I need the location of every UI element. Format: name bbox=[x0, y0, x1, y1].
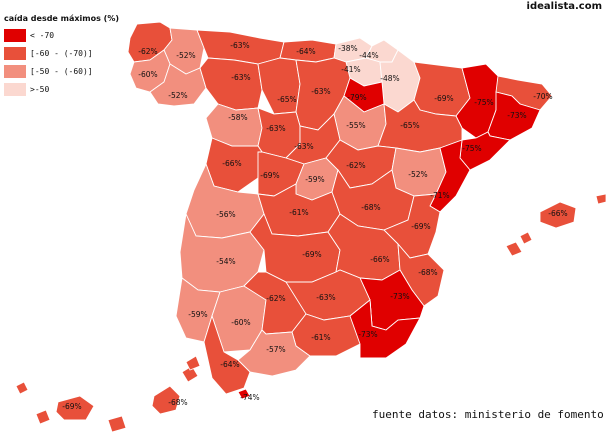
province-value-salamanca: -66% bbox=[222, 159, 241, 168]
legend-title: caída desde máximos (%) bbox=[4, 14, 119, 23]
province-value-huesca: -69% bbox=[434, 94, 453, 103]
province-value-girona: -70% bbox=[533, 92, 552, 101]
province-value-soria: -55% bbox=[346, 121, 365, 130]
island-shape bbox=[185, 355, 201, 371]
province-ceuta[interactable] bbox=[237, 388, 251, 400]
legend-label: [-60 - (-70)] bbox=[30, 48, 93, 58]
province-value-bizkaia: -38% bbox=[338, 44, 357, 53]
province-value-palencia: -65% bbox=[277, 95, 296, 104]
province-value-sevilla: -60% bbox=[231, 318, 250, 327]
province-value-zaragoza: -65% bbox=[400, 121, 419, 130]
province-value-ciudad-real: -69% bbox=[302, 250, 321, 259]
province-santa-cruz-de-tenerife[interactable] bbox=[55, 395, 95, 421]
legend-item: [-50 - (-60)] bbox=[4, 62, 119, 80]
province-value-valladolid: -63% bbox=[266, 124, 285, 133]
province-value-caceres: -56% bbox=[216, 210, 235, 219]
legend-item: >-50 bbox=[4, 80, 119, 98]
province-value-ourense: -52% bbox=[168, 91, 187, 100]
province-regions bbox=[15, 21, 607, 433]
province-illes-balears[interactable] bbox=[539, 201, 577, 229]
island-shape bbox=[35, 409, 51, 425]
province-value-madrid: -59% bbox=[305, 175, 324, 184]
province-value-murcia: -73% bbox=[390, 292, 409, 301]
province-value-cuenca: -68% bbox=[361, 203, 380, 212]
province-huesca[interactable] bbox=[413, 61, 471, 117]
province-value-pontevedra: -60% bbox=[138, 70, 157, 79]
province-value-jaen: -63% bbox=[316, 293, 335, 302]
province-las-palmas[interactable] bbox=[151, 385, 181, 415]
province-value-lugo: -52% bbox=[176, 51, 195, 60]
legend-label: [-50 - (-60)] bbox=[30, 66, 93, 76]
province-barcelona[interactable] bbox=[487, 91, 541, 141]
legend-label: >-50 bbox=[30, 84, 50, 94]
province-value-lleida: -75% bbox=[474, 98, 493, 107]
island-shape bbox=[595, 193, 607, 205]
province-value-castellon: -71% bbox=[430, 191, 449, 200]
legend-label: < -70 bbox=[30, 30, 55, 40]
legend-swatch bbox=[4, 82, 26, 96]
province-value-zamora: -58% bbox=[228, 113, 247, 122]
province-value-a-coruna: -62% bbox=[138, 47, 157, 56]
province-value-alicante: -68% bbox=[418, 268, 437, 277]
island-shape bbox=[519, 231, 533, 245]
island-shape bbox=[15, 381, 29, 395]
province-value-barcelona: -73% bbox=[507, 111, 526, 120]
province-value-valencia: -69% bbox=[411, 222, 430, 231]
legend-swatch bbox=[4, 64, 26, 78]
province-palencia[interactable] bbox=[257, 57, 301, 115]
legend-item: [-60 - (-70)] bbox=[4, 44, 119, 62]
island-shape bbox=[505, 241, 523, 257]
province-value-santa-cruz-de-tenerife: -69% bbox=[62, 402, 81, 411]
province-value-gipuzkoa: -44% bbox=[359, 51, 378, 60]
province-cadiz[interactable] bbox=[203, 314, 251, 395]
province-value-granada: -61% bbox=[311, 333, 330, 342]
province-value-avila: -69% bbox=[260, 171, 279, 180]
province-value-asturias: -63% bbox=[230, 41, 249, 50]
province-value-navarra: -48% bbox=[380, 74, 399, 83]
province-value-leon: -63% bbox=[231, 73, 250, 82]
island-shape bbox=[107, 415, 127, 433]
province-value-alava: -41% bbox=[341, 65, 360, 74]
province-value-toledo: -61% bbox=[289, 208, 308, 217]
province-value-segovia: -63% bbox=[294, 142, 313, 151]
province-value-cantabria: -64% bbox=[296, 47, 315, 56]
province-value-huelva: -59% bbox=[188, 310, 207, 319]
province-value-badajoz: -54% bbox=[216, 257, 235, 266]
legend: caída desde máximos (%) < -70 [-60 - (-7… bbox=[4, 14, 119, 98]
legend-item: < -70 bbox=[4, 26, 119, 44]
province-value-ceuta: -74% bbox=[240, 393, 259, 402]
province-value-malaga: -57% bbox=[266, 345, 285, 354]
province-value-albacete: -66% bbox=[370, 255, 389, 264]
legend-swatch bbox=[4, 46, 26, 60]
province-almeria[interactable] bbox=[349, 299, 421, 359]
source-note: fuente datos: ministerio de fomento bbox=[372, 408, 604, 421]
province-value-tarragona: -75% bbox=[462, 144, 481, 153]
province-value-almeria: -73% bbox=[358, 330, 377, 339]
province-value-las-palmas: -68% bbox=[168, 398, 187, 407]
province-value-cadiz: -64% bbox=[220, 360, 239, 369]
brand-logo-text: idealista.com bbox=[526, 1, 602, 12]
province-value-teruel: -52% bbox=[408, 170, 427, 179]
province-leon[interactable] bbox=[199, 57, 263, 111]
province-value-burgos: -63% bbox=[311, 87, 330, 96]
province-value-guadalajara: -62% bbox=[346, 161, 365, 170]
province-value-la-rioja: -79% bbox=[347, 93, 366, 102]
province-value-cordoba: -62% bbox=[266, 294, 285, 303]
province-castellon[interactable] bbox=[429, 139, 471, 213]
province-labels: -62% -52% -60% -52% -63% -64% -38%-44% -41% -48%… bbox=[62, 41, 567, 411]
province-value-illes-balears: -66% bbox=[548, 209, 567, 218]
legend-swatch bbox=[4, 28, 26, 42]
